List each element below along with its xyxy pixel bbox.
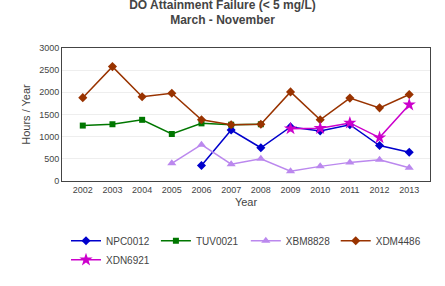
svg-text:0: 0	[54, 176, 59, 186]
svg-text:1500: 1500	[39, 110, 59, 120]
svg-text:XDM4486: XDM4486	[376, 236, 421, 247]
svg-text:2013: 2013	[399, 185, 419, 195]
svg-text:2004: 2004	[132, 185, 152, 195]
svg-text:2000: 2000	[39, 87, 59, 97]
svg-text:2011: 2011	[340, 185, 359, 195]
svg-text:TUV0021: TUV0021	[196, 236, 239, 247]
svg-text:XBM8828: XBM8828	[286, 236, 330, 247]
svg-text:XDN6921: XDN6921	[106, 255, 150, 266]
svg-text:2009: 2009	[281, 185, 301, 195]
svg-text:2002: 2002	[73, 185, 93, 195]
svg-text:2008: 2008	[251, 185, 271, 195]
svg-text:Year: Year	[235, 196, 258, 208]
svg-text:3000: 3000	[39, 43, 59, 53]
svg-text:2010: 2010	[310, 185, 330, 195]
svg-text:500: 500	[44, 154, 59, 164]
svg-text:2003: 2003	[102, 185, 122, 195]
svg-text:DO Attainment Failure (< 5 mg/: DO Attainment Failure (< 5 mg/L)March - …	[129, 0, 316, 27]
svg-text:2006: 2006	[191, 185, 211, 195]
svg-text:Hours / Year: Hours / Year	[20, 84, 32, 145]
svg-text:2007: 2007	[221, 185, 241, 195]
svg-text:NPC0012: NPC0012	[106, 236, 150, 247]
svg-text:2500: 2500	[39, 65, 59, 75]
svg-text:2005: 2005	[162, 185, 182, 195]
svg-text:2012: 2012	[370, 185, 390, 195]
svg-text:1000: 1000	[39, 132, 59, 142]
